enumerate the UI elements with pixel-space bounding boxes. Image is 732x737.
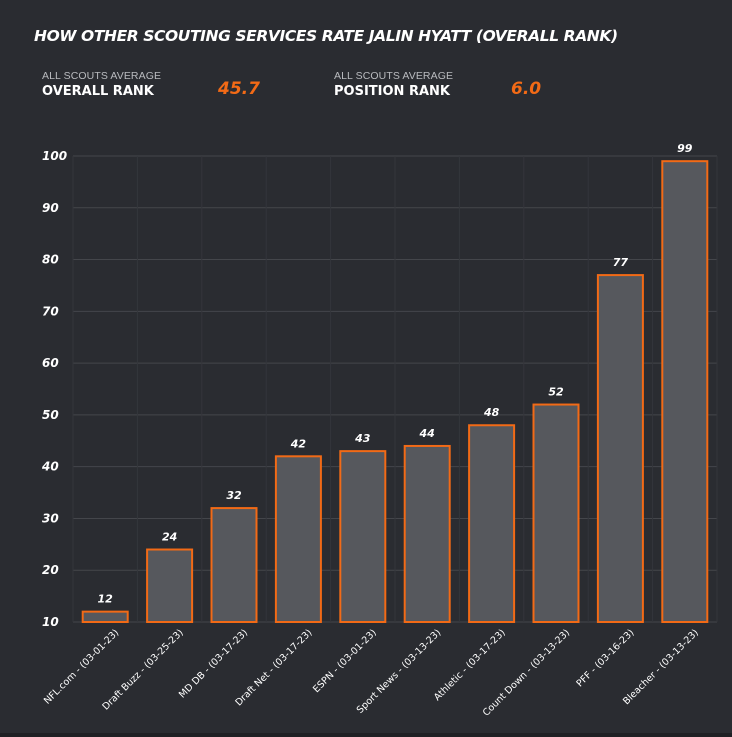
position-rank-value: 6.0 (511, 79, 542, 99)
bar-value-label: 48 (483, 406, 500, 419)
bottom-strip (0, 733, 732, 737)
bar (146, 548, 194, 623)
y-tick-label: 20 (42, 563, 59, 577)
x-category-label: ESPN - (03-01-23) (311, 627, 379, 695)
overall-rank-caption: ALL SCOUTS AVERAGE (42, 70, 162, 82)
position-rank-label: POSITION RANK (334, 84, 450, 99)
y-tick-label: 40 (41, 460, 59, 474)
y-tick-label: 60 (42, 356, 59, 370)
overall-rank-label: OVERALL RANK (42, 84, 154, 99)
bar-value-label: 24 (162, 531, 177, 544)
bar (661, 160, 709, 624)
y-tick-label: 10 (42, 615, 59, 629)
bar (274, 455, 322, 623)
position-rank-stat: ALL SCOUTS AVERAGE POSITION RANK (334, 70, 453, 99)
bar (403, 444, 451, 624)
bar-value-label: 32 (226, 489, 242, 502)
y-tick-label: 100 (42, 149, 67, 163)
bar-value-label: 43 (354, 432, 371, 445)
bar-value-label: 77 (613, 256, 629, 269)
bar (468, 424, 516, 623)
x-category-label: PFF - (03-16-23) (575, 627, 637, 689)
bar (532, 403, 580, 623)
bar-value-label: 52 (548, 386, 564, 399)
x-category-label: Bleacher - (03-13-23) (621, 627, 701, 707)
bar (210, 507, 258, 624)
bar-value-label: 99 (677, 142, 693, 155)
bar (339, 450, 387, 623)
y-tick-label: 90 (42, 201, 59, 215)
y-tick-label: 70 (42, 304, 59, 318)
overall-rank-value: 45.7 (218, 79, 260, 99)
y-tick-label: 50 (42, 408, 59, 422)
bar (596, 274, 644, 623)
bar (81, 610, 129, 624)
x-category-label: MD DB - (03-17-23) (177, 627, 250, 700)
x-category-label: Athletic - (03-17-23) (432, 627, 508, 703)
bar-value-label: 12 (98, 593, 114, 606)
bar-value-label: 44 (419, 427, 435, 440)
y-tick-label: 30 (42, 511, 59, 525)
overall-rank-stat: ALL SCOUTS AVERAGE OVERALL RANK (42, 70, 161, 99)
y-tick-label: 80 (42, 253, 59, 267)
position-rank-caption: ALL SCOUTS AVERAGE (334, 70, 454, 82)
bar-value-label: 42 (290, 437, 307, 450)
chart-title: HOW OTHER SCOUTING SERVICES RATE JALIN H… (34, 27, 618, 45)
